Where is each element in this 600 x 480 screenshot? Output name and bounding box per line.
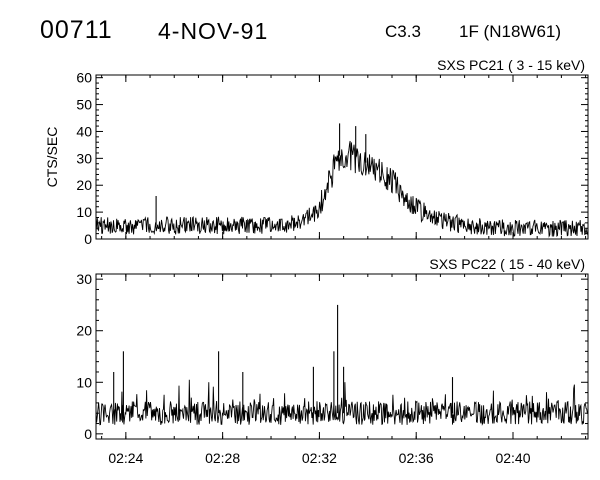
plot-frame bbox=[95, 273, 589, 440]
series-line bbox=[95, 379, 589, 426]
y-tick-label: 60 bbox=[76, 70, 92, 86]
y-tick-label: 30 bbox=[76, 271, 92, 287]
panel-title: SXS PC21 ( 3 - 15 keV) bbox=[437, 57, 585, 73]
event-id: 00711 bbox=[40, 16, 113, 44]
y-tick-label: 30 bbox=[76, 150, 92, 166]
y-tick-label: 20 bbox=[76, 177, 92, 193]
panel-pc21: 0 10 20 30 40 50 60 SXS PC21 ( 3 - 15 keV) CTS/S… bbox=[44, 57, 589, 247]
y-tick-label: 0 bbox=[84, 231, 92, 247]
x-tick-label: 02:40 bbox=[495, 450, 530, 466]
plot-frame bbox=[95, 74, 589, 240]
panel-title: SXS PC22 ( 15 - 40 keV) bbox=[429, 256, 585, 272]
goes-class: C3.3 bbox=[385, 22, 421, 41]
y-axis-label: CTS/SEC bbox=[44, 127, 60, 188]
event-date: 4-NOV-91 bbox=[158, 18, 269, 44]
panel-pc22: 0 10 20 30 02:24 02:28 02:32 02:36 02:40 SXS PC22… bbox=[76, 256, 589, 466]
y-tick-label: 40 bbox=[76, 123, 92, 139]
x-tick-label: 02:32 bbox=[302, 450, 337, 466]
y-tick-label: 50 bbox=[76, 97, 92, 113]
series-line bbox=[95, 140, 589, 238]
y-tick-label: 0 bbox=[84, 426, 92, 442]
y-tick-label: 10 bbox=[76, 204, 92, 220]
y-tick-label: 10 bbox=[76, 374, 92, 390]
optical-class-location: 1F (N18W61) bbox=[459, 22, 562, 41]
x-tick-label: 02:24 bbox=[108, 450, 143, 466]
x-tick-label: 02:36 bbox=[399, 450, 434, 466]
y-tick-label: 20 bbox=[76, 323, 92, 339]
x-tick-label: 02:28 bbox=[205, 450, 240, 466]
